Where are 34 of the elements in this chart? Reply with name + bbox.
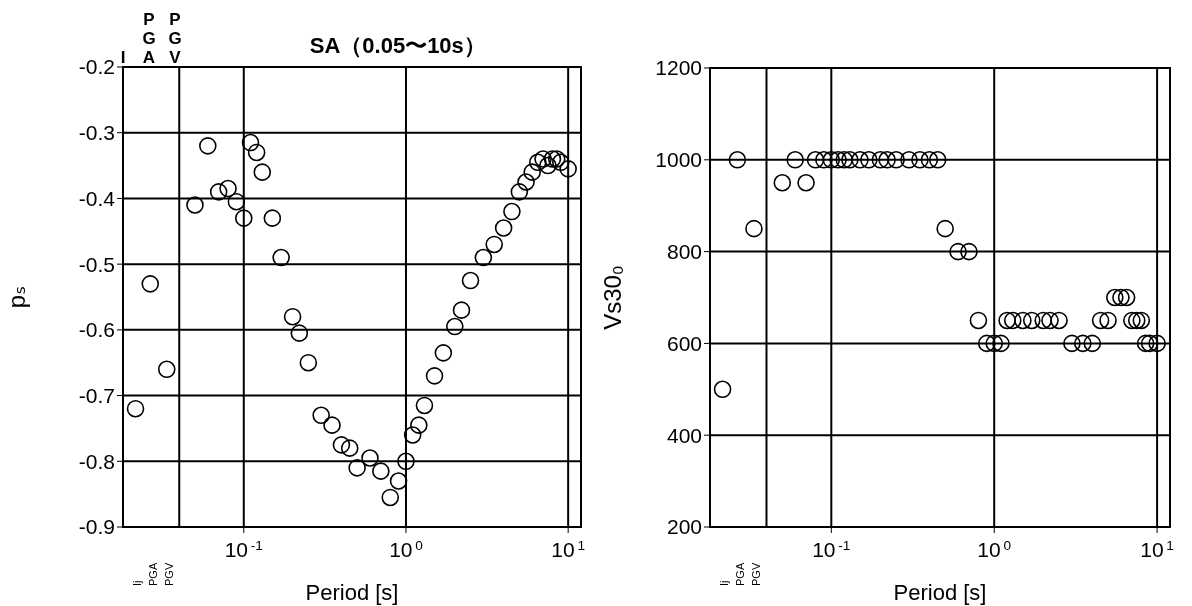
y-tick-label: 200 xyxy=(666,515,702,539)
text: Ij xyxy=(131,580,143,586)
x-tick-label: 10$^{1}$ xyxy=(1140,537,1174,561)
text: PGA xyxy=(734,562,746,586)
y-tick-label: -0.3 xyxy=(78,121,115,145)
text: PGV xyxy=(750,562,762,586)
annotation: I xyxy=(120,48,126,67)
y-tick-label: -0.4 xyxy=(78,186,116,210)
annotation: PGA xyxy=(142,10,156,67)
x-axis-title: Period [s] xyxy=(305,580,399,605)
y-tick-label: -0.7 xyxy=(78,384,115,408)
y-tick-label: -0.5 xyxy=(78,252,115,276)
y-axis-title: Vs30₀ xyxy=(598,265,626,330)
y-tick-label: 800 xyxy=(666,240,702,264)
y-tick-label: -0.8 xyxy=(78,449,115,473)
chart-title: SA（0.05〜10s） xyxy=(309,33,486,58)
y-tick-label: 1200 xyxy=(655,56,702,80)
y-tick-label: 1000 xyxy=(655,148,702,172)
annotation: PGV xyxy=(168,10,182,67)
y-tick-label: -0.6 xyxy=(78,318,115,342)
y-tick-label: 600 xyxy=(666,331,702,355)
x-axis-title: Period [s] xyxy=(893,580,987,605)
y-tick-label: -0.2 xyxy=(78,55,115,79)
y-tick-label: -0.9 xyxy=(78,515,115,539)
x-tick-label: 10$^{1}$ xyxy=(551,537,585,561)
y-axis-title: pₛ xyxy=(2,285,30,309)
text: PGA xyxy=(147,562,159,586)
y-tick-label: 400 xyxy=(666,423,702,447)
text: Ij xyxy=(718,580,730,586)
x-tick-label: 10$^{0}$ xyxy=(389,537,424,561)
x-tick-label: 10$^{-1}$ xyxy=(812,537,851,561)
x-tick-label: 10$^{0}$ xyxy=(977,537,1012,561)
x-tick-label: 10$^{-1}$ xyxy=(224,537,263,561)
text: PGV xyxy=(163,562,175,586)
